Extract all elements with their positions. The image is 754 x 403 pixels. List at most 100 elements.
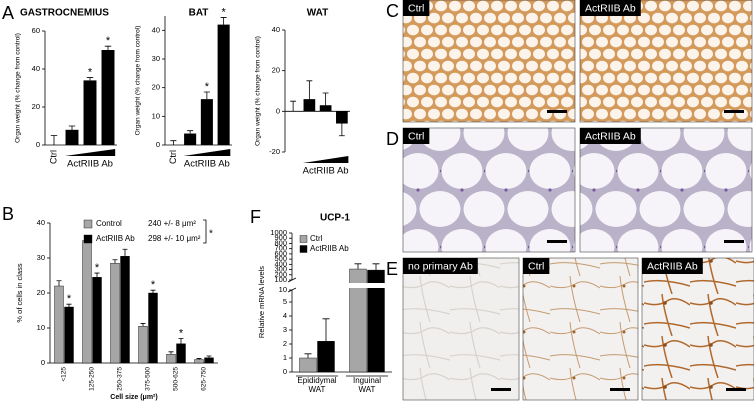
y-tick-label: 3 xyxy=(283,325,287,334)
x-tick-label: 125-250 xyxy=(89,367,96,391)
error-bar xyxy=(306,80,313,100)
bar-break xyxy=(366,283,386,288)
y-tick-label: 5 xyxy=(283,297,287,306)
y-tick-label: 20 xyxy=(272,66,280,75)
x-tick-label: 250-375 xyxy=(117,367,124,391)
image-label: Ctrl xyxy=(408,2,424,14)
y-tick-label: 30 xyxy=(152,54,160,63)
bar xyxy=(65,129,79,145)
legend-swatch xyxy=(83,219,93,229)
error-bar xyxy=(66,303,72,307)
x-tick-label: Ctrl xyxy=(48,150,58,164)
scale-bar xyxy=(547,110,567,113)
y-tick-label: 500 xyxy=(274,254,287,263)
y-tick-label: 0 xyxy=(36,140,40,149)
error-bar xyxy=(122,248,128,257)
bar xyxy=(110,263,120,364)
treatment-wedge xyxy=(64,149,116,156)
bar xyxy=(217,24,230,146)
image-label-bg xyxy=(580,128,641,144)
panel-letter: E xyxy=(386,259,398,279)
y-tick-label: -20 xyxy=(269,147,280,156)
legend-stat: 240 +/- 8 μm² xyxy=(148,219,196,228)
y-axis-label: Organ weight (% change from control) xyxy=(255,36,262,146)
error-bar xyxy=(94,272,100,278)
y-axis-label: Organ weight (% change from control) xyxy=(135,26,142,136)
bar xyxy=(336,111,348,124)
group-label: ActRIIB Ab xyxy=(303,166,349,177)
significance: * xyxy=(88,66,93,78)
comparison-mark: * xyxy=(209,229,213,240)
group-label: ActRIIB Ab xyxy=(67,159,113,170)
error-bar xyxy=(68,125,76,130)
micrograph xyxy=(402,0,576,123)
chart-title: UCP-1 xyxy=(320,213,350,224)
significance: * xyxy=(151,279,156,291)
image-label: Ctrl xyxy=(528,260,544,272)
y-tick-label: 0 xyxy=(276,106,280,115)
x-tick-label: <125 xyxy=(61,367,68,382)
error-bar xyxy=(86,77,94,81)
chart-title: GASTROCNEMIUS xyxy=(20,8,109,19)
bar xyxy=(120,256,130,364)
bar xyxy=(138,326,148,364)
error-bar xyxy=(196,358,202,360)
y-tick-label: 40 xyxy=(152,25,160,34)
micrograph xyxy=(579,127,753,253)
image-label-bg xyxy=(403,0,430,16)
y-tick-label: 4 xyxy=(283,311,287,320)
error-bar xyxy=(178,338,184,344)
bar xyxy=(92,277,102,364)
y-tick-label: 1 xyxy=(283,353,287,362)
legend-label: ActRIIB Ab xyxy=(96,234,135,243)
x-tick-label: Ctrl xyxy=(168,150,178,164)
error-bar xyxy=(112,259,118,264)
x-tick-label: 375-500 xyxy=(145,367,152,391)
micrograph xyxy=(402,257,520,401)
significance: * xyxy=(67,293,72,305)
image-label-bg xyxy=(403,128,430,144)
x-tick-label: 500-625 xyxy=(173,367,180,391)
error-bar xyxy=(338,123,345,137)
x-axis-label: Cell size (μm²) xyxy=(110,394,157,401)
y-tick-label: 10 xyxy=(279,285,287,294)
bar xyxy=(54,285,64,364)
y-tick-label: 40 xyxy=(37,218,45,227)
image-label: ActRIIB Ab xyxy=(585,2,636,14)
treatment-wedge xyxy=(183,149,231,156)
image-label: ActRIIB Ab xyxy=(585,130,636,142)
error-bar xyxy=(187,130,194,134)
y-axis-label: Relative mRNA levels xyxy=(257,266,266,338)
y-tick-label: 1000 xyxy=(270,228,287,237)
legend-label: Ctrl xyxy=(310,234,323,243)
y-tick-label: 300 xyxy=(274,265,287,274)
y-tick-label: 20 xyxy=(32,102,40,111)
error-bar xyxy=(304,353,312,358)
y-tick-label: 40 xyxy=(32,64,40,73)
micrograph xyxy=(402,127,576,253)
panel-letter: A xyxy=(2,3,14,23)
error-bar xyxy=(140,323,146,327)
bar-break xyxy=(348,283,368,288)
x-tick-line: Epididymal xyxy=(297,376,336,385)
y-tick-label: 400 xyxy=(274,259,287,268)
scale-bar xyxy=(491,388,511,391)
chart-title: BAT xyxy=(189,8,209,19)
bar xyxy=(194,359,204,364)
error-bar xyxy=(290,100,297,112)
scale-bar xyxy=(724,110,744,113)
x-tick-label: Epididymal WAT xyxy=(297,376,336,394)
image-label: ActRIIB Ab xyxy=(647,260,698,272)
error-bar xyxy=(168,351,174,355)
significance: * xyxy=(106,35,111,47)
legend-label: Control xyxy=(96,219,122,228)
x-tick-label: Inguinal WAT xyxy=(353,376,381,394)
significance: * xyxy=(95,262,100,274)
group-label: ActRIIB Ab xyxy=(184,159,230,170)
legend-swatch xyxy=(83,234,93,244)
image-label-bg xyxy=(580,0,641,16)
bar xyxy=(166,354,176,364)
bar xyxy=(176,343,186,364)
error-bar xyxy=(372,263,380,271)
image-label: Ctrl xyxy=(408,130,424,142)
